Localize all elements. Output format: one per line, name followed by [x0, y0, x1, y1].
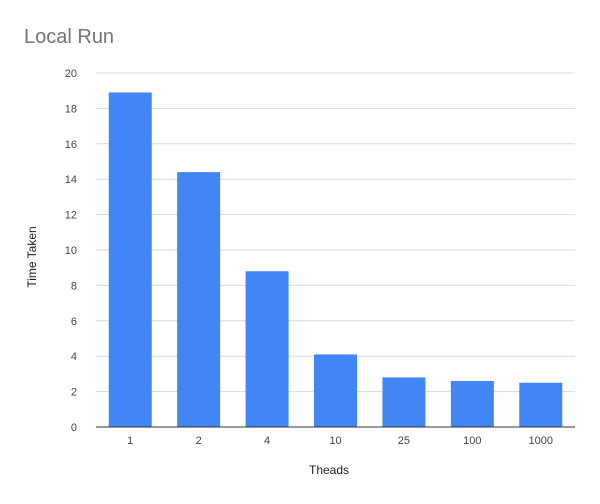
- y-tick-label: 20: [65, 68, 77, 80]
- y-tick-label: 0: [71, 422, 77, 434]
- y-tick-labels: 0 2 4 6 8 10 12 14 16 18 20: [65, 68, 77, 434]
- y-tick-label: 6: [71, 316, 77, 328]
- y-tick-label: 12: [65, 210, 77, 222]
- bar-4: [245, 271, 289, 427]
- x-tick-label: 25: [398, 435, 410, 447]
- y-tick-label: 4: [71, 351, 77, 363]
- x-tick-label: 2: [196, 435, 202, 447]
- bar-2: [177, 172, 221, 427]
- y-tick-label: 18: [65, 103, 77, 115]
- x-tick-labels: 1 2 4 10 25 100 1000: [127, 435, 553, 447]
- bar-1000: [519, 382, 563, 427]
- bars: [108, 92, 563, 427]
- y-tick-label: 16: [65, 139, 77, 151]
- x-tick-label: 4: [264, 435, 270, 447]
- bar-25: [382, 377, 426, 427]
- x-axis-label: Theads: [308, 463, 350, 477]
- y-tick-label: 10: [65, 245, 77, 257]
- bar-100: [450, 380, 494, 427]
- x-tick-label: 1000: [529, 435, 553, 447]
- gridlines: [96, 72, 575, 393]
- y-tick-label: 2: [71, 387, 77, 399]
- y-tick-label: 14: [65, 174, 77, 186]
- x-tick-label: 10: [329, 435, 341, 447]
- y-tick-label: 8: [71, 280, 77, 292]
- bar-10: [314, 354, 357, 427]
- x-tick-label: 1: [127, 435, 133, 447]
- x-tick-label: 100: [463, 435, 481, 447]
- chart-title: Local Run: [24, 26, 115, 48]
- bar-1: [108, 92, 152, 427]
